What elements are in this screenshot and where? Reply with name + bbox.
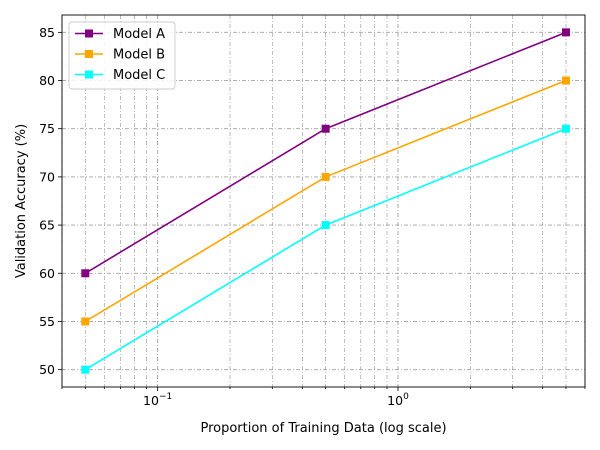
y-tick-label: 70 — [39, 169, 55, 184]
x-tick-label: 100 — [387, 392, 409, 408]
series-layer — [81, 28, 570, 374]
legend-marker — [85, 29, 93, 38]
y-tick-label: 50 — [39, 362, 55, 377]
data-point — [321, 221, 330, 230]
plot-frame — [61, 14, 586, 388]
data-point — [81, 365, 90, 374]
y-tick-label: 80 — [39, 73, 55, 88]
data-point — [561, 76, 570, 85]
data-point — [321, 172, 330, 181]
legend-item: Model B — [75, 48, 165, 63]
data-point — [321, 124, 330, 133]
data-point — [561, 124, 570, 133]
y-tick-label: 65 — [39, 218, 55, 233]
series-model-c — [81, 124, 570, 374]
legend-marker — [85, 70, 93, 79]
series-model-b — [81, 76, 570, 326]
legend-item: Model A — [75, 27, 165, 42]
legend-label: Model C — [113, 68, 165, 83]
data-point — [81, 317, 90, 326]
legend: Model A Model B Model C — [68, 21, 176, 90]
axis-ticks: 50 55 60 65 70 75 80 85 10−1 100 — [39, 25, 586, 408]
y-axis-label: Validation Accuracy (%) — [14, 124, 29, 278]
data-point — [81, 269, 90, 278]
series-model-a — [81, 28, 570, 278]
x-tick-label: 10−1 — [143, 392, 172, 408]
legend-label: Model B — [113, 48, 165, 63]
y-tick-label: 85 — [39, 25, 55, 40]
y-tick-label: 60 — [39, 266, 55, 281]
legend-marker — [85, 50, 93, 58]
y-tick-label: 55 — [39, 314, 55, 329]
legend-item: Model C — [75, 68, 165, 83]
legend-label: Model A — [113, 27, 165, 42]
data-point — [561, 28, 570, 37]
x-axis-label: Proportion of Training Data (log scale) — [200, 421, 446, 436]
legend-box — [68, 21, 176, 90]
y-tick-label: 75 — [39, 121, 55, 136]
